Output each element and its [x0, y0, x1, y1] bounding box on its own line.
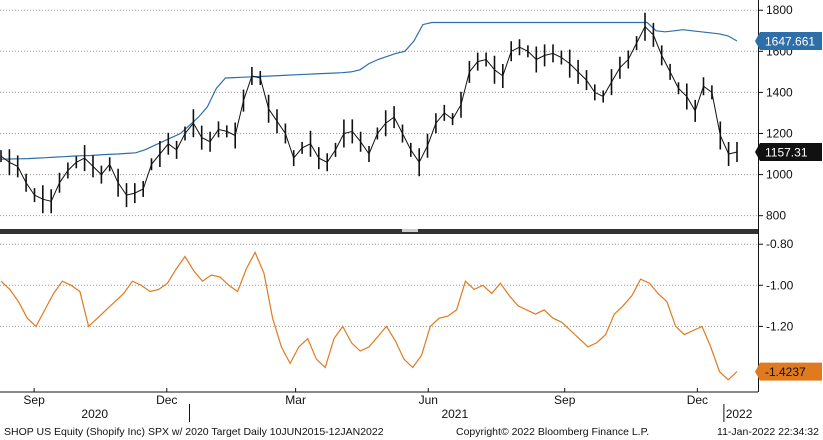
- month-label: Mar: [285, 393, 306, 407]
- month-label: Jun: [419, 393, 438, 407]
- month-label: Sep: [23, 393, 45, 407]
- price-series-path: [0, 25, 738, 202]
- ratio-label-text: -1.4237: [765, 365, 806, 379]
- series-lines: [0, 12, 738, 381]
- price-and-ratio-chart: 80010001200140016001800-0.80-1.00-1.20Se…: [0, 0, 823, 424]
- footer-copyright: Copyright© 2022 Bloomberg Finance L.P.: [456, 426, 650, 438]
- panel-divider[interactable]: [0, 229, 758, 232]
- price-label-text: 1157.31: [765, 145, 808, 159]
- panel-divider-lower: [0, 232, 758, 234]
- price-last-value-label: 1157.31: [755, 142, 822, 161]
- month-label: Dec: [156, 393, 177, 407]
- price-ytick-label: 1800: [766, 3, 793, 17]
- ratio-ytick-label: -1.00: [766, 278, 794, 292]
- price-ytick-label: 1400: [766, 85, 793, 99]
- target-last-value-label: 1647.661: [755, 32, 822, 51]
- year-label: 2020: [81, 407, 108, 421]
- ratio-series-line: [0, 251, 738, 381]
- year-label: 2022: [726, 407, 753, 421]
- year-label: 2021: [441, 407, 468, 421]
- chart-footer: SHOP US Equity (Shopify Inc) SPX w/ 2020…: [0, 424, 823, 440]
- target-label-text: 1647.661: [765, 35, 815, 49]
- footer-security-description: SHOP US Equity (Shopify Inc) SPX w/ 2020…: [4, 426, 384, 438]
- price-ytick-label: 800: [766, 209, 786, 223]
- ratio-label-box: [755, 362, 822, 381]
- axes: 80010001200140016001800-0.80-1.00-1.20Se…: [0, 0, 794, 422]
- target-label-box: [755, 32, 822, 51]
- target-series-line: [0, 21, 738, 160]
- footer-timestamp: 11-Jan-2022 22:34:32: [717, 426, 819, 438]
- price-ytick-label: 1000: [766, 168, 793, 182]
- ratio-ytick-label: -0.80: [766, 237, 794, 251]
- last-value-labels: 1647.661 1157.31 -1.4237: [755, 32, 822, 381]
- ratio-ytick-label: -1.20: [766, 319, 794, 333]
- ratio-last-value-label: -1.4237: [755, 362, 822, 381]
- month-label: Dec: [687, 393, 708, 407]
- gridlines: [0, 9, 758, 327]
- panel-resize-handle[interactable]: [402, 229, 418, 232]
- price-label-box: [755, 142, 822, 161]
- month-label: Sep: [554, 393, 576, 407]
- price-ytick-label: 1200: [766, 126, 793, 140]
